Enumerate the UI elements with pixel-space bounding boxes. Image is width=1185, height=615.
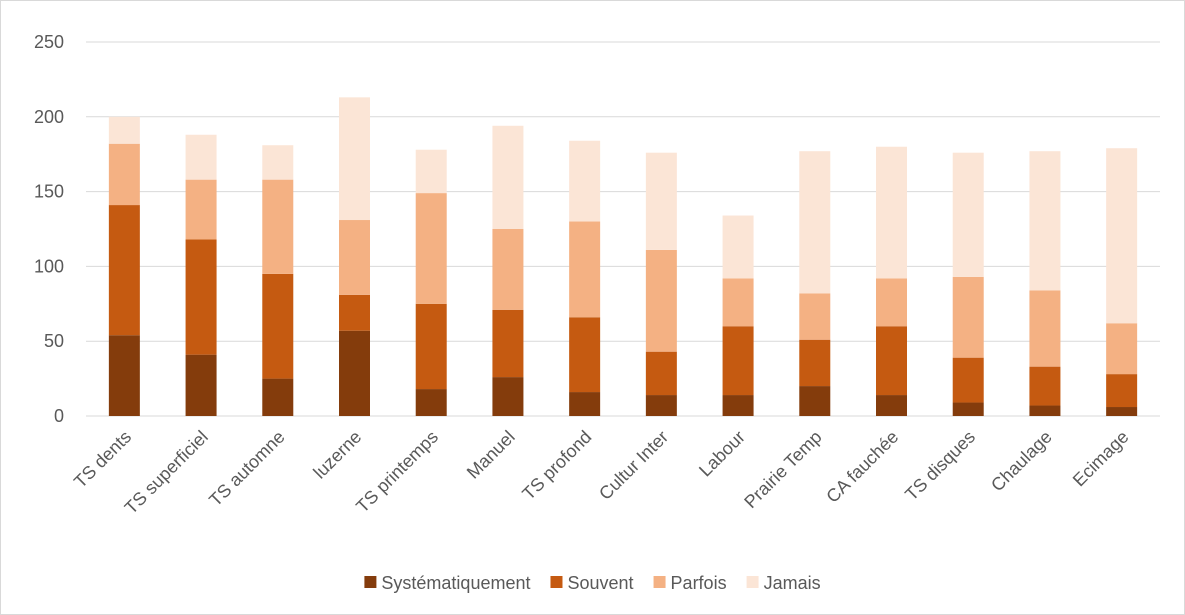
x-category-label: Manuel: [463, 427, 519, 483]
bar-segment: [415, 149, 447, 194]
bar-segment: [492, 125, 524, 229]
bar-segment: [185, 179, 217, 240]
bar-segment: [415, 389, 447, 416]
x-category-label: luzerne: [309, 427, 365, 483]
legend-item: Souvent: [550, 573, 634, 593]
bar-segment: [645, 249, 677, 352]
bar-segment: [108, 335, 140, 416]
bar-segment: [108, 143, 140, 206]
bar-segment: [952, 402, 984, 416]
x-category-label: TS automne: [205, 427, 288, 510]
x-category-label: Prairie Temp: [740, 427, 825, 512]
x-category-label: TS dents: [70, 427, 135, 492]
legend-item: Parfois: [653, 573, 727, 593]
x-category-label: CA fauchée: [822, 427, 902, 507]
bar-segment: [569, 140, 601, 222]
bar-segment: [185, 134, 217, 180]
bar-segment: [185, 239, 217, 355]
bar-segment: [339, 294, 370, 331]
legend-swatch: [653, 576, 666, 588]
x-category-label: TS printemps: [352, 427, 442, 517]
x-category-label: Chaulage: [987, 427, 1056, 496]
bar-segment: [722, 215, 754, 279]
legend-label: Jamais: [764, 573, 821, 593]
bar-segment: [952, 276, 984, 358]
bar-segment: [569, 317, 601, 393]
legend-label: Systématiquement: [381, 573, 530, 593]
x-category-label: Cultur Inter: [595, 427, 672, 504]
y-tick-label: 50: [44, 331, 64, 351]
bar-segment: [108, 205, 140, 336]
legend-swatch: [550, 576, 563, 588]
legend-label: Souvent: [567, 573, 633, 593]
y-axis-tick-labels: 0 50 100 150 200 250: [34, 32, 64, 426]
legend: Systématiquement Souvent Parfois Jamais: [364, 573, 821, 593]
bar-segment: [1106, 407, 1138, 416]
bar-segment: [952, 152, 984, 277]
bar-segment: [645, 351, 677, 396]
bar-segment: [415, 303, 447, 390]
bar-segment: [1029, 366, 1061, 406]
bar-segment: [339, 220, 370, 295]
bars: [108, 97, 1138, 416]
legend-swatch: [746, 576, 759, 588]
bar-segment: [492, 229, 524, 310]
bar-segment: [185, 354, 217, 416]
bar-segment: [645, 152, 677, 250]
y-tick-label: 100: [34, 256, 64, 276]
y-tick-label: 250: [34, 32, 64, 52]
bar-segment: [569, 221, 601, 318]
bar-segment: [799, 151, 831, 294]
bar-segment: [876, 146, 907, 279]
gridlines: [86, 41, 1160, 417]
y-tick-label: 200: [34, 107, 64, 127]
bar-segment: [339, 97, 370, 221]
x-category-label: Labour: [695, 427, 749, 481]
x-category-label: TS profond: [518, 427, 595, 504]
legend-swatch: [364, 576, 377, 588]
y-tick-label: 150: [34, 182, 64, 202]
bar-segment: [569, 392, 601, 416]
bar-segment: [722, 278, 754, 327]
bar-segment: [876, 278, 907, 327]
legend-item: Systématiquement: [364, 573, 530, 593]
bar-segment: [415, 193, 447, 304]
bar-segment: [1029, 151, 1061, 291]
bar-segment: [262, 378, 294, 416]
bar-segment: [492, 309, 524, 378]
bar-segment: [1106, 374, 1138, 408]
x-category-label: TS disques: [901, 427, 979, 505]
y-tick-label: 0: [54, 406, 64, 426]
bar-segment: [722, 326, 754, 396]
bar-segment: [1106, 323, 1138, 375]
bar-segment: [799, 339, 831, 387]
bar-segment: [645, 395, 677, 416]
bar-segment: [1106, 148, 1138, 324]
legend-label: Parfois: [671, 573, 727, 593]
bar-segment: [339, 330, 370, 416]
legend-item: Jamais: [746, 573, 821, 593]
bar-segment: [799, 386, 831, 416]
bar-segment: [492, 377, 524, 416]
bar-segment: [262, 145, 294, 180]
bar-segment: [952, 357, 984, 403]
bar-segment: [262, 273, 294, 379]
bar-segment: [1029, 290, 1061, 367]
bar-segment: [799, 293, 831, 340]
bar-segment: [876, 395, 907, 416]
x-category-label: Ecimage: [1069, 427, 1133, 491]
bar-segment: [262, 179, 294, 274]
bar-segment: [722, 395, 754, 416]
bar-segment: [1029, 405, 1061, 416]
bar-segment: [876, 326, 907, 396]
bar-segment: [108, 116, 140, 144]
